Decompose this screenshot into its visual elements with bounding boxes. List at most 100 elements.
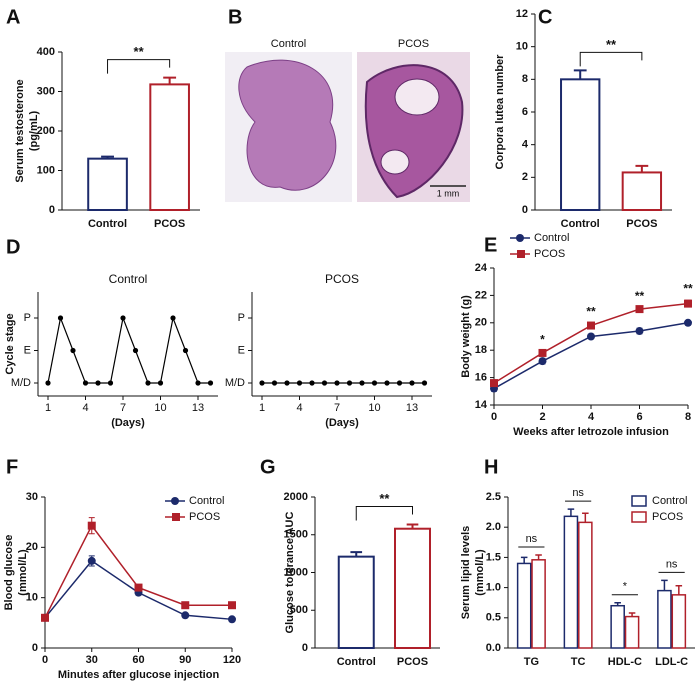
y-tick-label: 200 [37, 125, 55, 137]
legend-label: PCOS [534, 248, 565, 260]
panel-letter: F [6, 456, 18, 478]
marker [87, 521, 96, 530]
x-tick-label: Control [561, 218, 600, 230]
marker [309, 380, 315, 386]
x-tick-label: 1 [45, 402, 51, 414]
bar [624, 615, 640, 649]
marker [228, 615, 236, 624]
x-tick-label: 6 [636, 411, 642, 423]
y-tick-label: E [24, 344, 31, 356]
bar [563, 515, 579, 649]
marker [538, 348, 547, 357]
bar [87, 157, 128, 211]
panel-letter: C [538, 6, 552, 28]
marker [587, 332, 595, 341]
y-tick-label: 4 [522, 139, 529, 151]
follicle [394, 78, 440, 116]
significance-label: ns [666, 558, 678, 570]
y-tick-label: 24 [475, 262, 488, 274]
y-axis-label: (mmol/L) [17, 549, 29, 596]
x-axis-label: (Days) [111, 417, 145, 429]
panel-letter: H [484, 456, 498, 478]
marker [120, 315, 126, 321]
marker [296, 380, 303, 386]
y-axis-label: Cycle stage [4, 313, 16, 374]
x-tick-label: 1 [259, 402, 265, 414]
error-bar [635, 164, 649, 173]
legend-swatch [631, 495, 647, 507]
error-bar [163, 76, 177, 85]
y-tick-label: 8 [522, 73, 528, 85]
x-tick-label: 4 [588, 411, 595, 423]
y-tick-label: 0 [302, 642, 308, 654]
legend-label: Control [534, 232, 569, 244]
error-bar [661, 579, 668, 591]
bar [621, 171, 663, 211]
y-tick-label: 400 [37, 46, 55, 58]
legend-marker [171, 497, 179, 505]
y-tick-label: 30 [26, 491, 38, 503]
marker [384, 380, 390, 386]
marker [207, 380, 214, 386]
significance-label: ** [379, 491, 390, 506]
y-tick-label: 14 [475, 399, 488, 411]
marker [684, 299, 692, 308]
x-tick-label: PCOS [154, 218, 185, 230]
error-bar [675, 585, 683, 595]
y-tick-label: 2 [522, 171, 528, 183]
marker [181, 611, 190, 620]
y-tick-label: 0.5 [486, 612, 501, 624]
marker [228, 601, 236, 610]
significance-label: ** [134, 44, 145, 59]
significance-label: ns [572, 487, 584, 499]
y-tick-label: E [238, 344, 245, 356]
scale-bar-label: 1 mm [437, 188, 460, 198]
y-axis-label: Glucose tolerance AUC [284, 512, 296, 634]
panel-letter: D [6, 236, 20, 258]
series-line [47, 315, 211, 384]
marker [538, 357, 547, 366]
marker [134, 583, 143, 592]
image-label: PCOS [398, 38, 429, 50]
error-bar [350, 551, 363, 557]
y-tick-label: 100 [37, 164, 55, 176]
bar [516, 562, 532, 649]
panel-letter: G [260, 456, 276, 478]
marker [259, 380, 265, 386]
y-axis-label: (pg/mL) [28, 111, 40, 152]
marker [271, 380, 278, 386]
x-tick-label: TG [524, 656, 539, 668]
follicle [380, 149, 410, 175]
image-label: Control [271, 38, 306, 50]
error-bar [520, 556, 528, 564]
marker [87, 556, 96, 565]
y-axis-label: (mmol/L) [474, 549, 486, 596]
significance-label: ** [683, 281, 693, 295]
y-axis-label: Serum lipid levels [460, 526, 472, 620]
bar [531, 559, 546, 649]
x-tick-label: Control [88, 218, 127, 230]
bar [337, 555, 375, 650]
x-tick-label: 0 [491, 411, 497, 423]
y-tick-label: 10 [26, 592, 38, 604]
y-tick-label: 2.5 [486, 491, 501, 503]
bar [671, 594, 687, 649]
x-tick-label: PCOS [397, 656, 428, 668]
marker [359, 380, 365, 386]
legend-marker [172, 513, 180, 521]
x-tick-label: Control [337, 656, 376, 668]
marker [82, 380, 89, 386]
x-tick-label: 8 [685, 411, 691, 423]
y-tick-label: 0 [522, 204, 528, 216]
bar [149, 83, 190, 211]
x-tick-label: 7 [334, 402, 340, 414]
x-tick-label: 13 [192, 402, 204, 414]
bar [394, 527, 431, 650]
y-tick-label: 0.0 [486, 642, 501, 654]
marker [371, 380, 378, 386]
marker [490, 379, 498, 388]
y-tick-label: 20 [26, 541, 38, 553]
significance-label: * [623, 581, 628, 593]
bar [560, 78, 601, 212]
y-tick-label: P [24, 312, 31, 324]
